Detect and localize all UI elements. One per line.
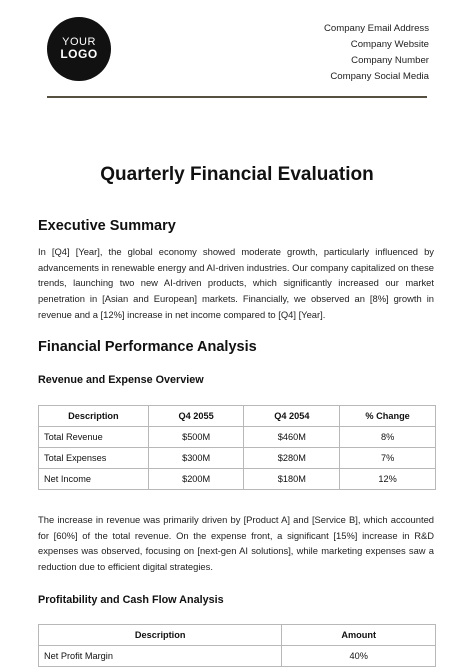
table-cell: 40% (281, 645, 436, 667)
table-row: Total Revenue $500M $460M 8% (38, 426, 436, 448)
company-logo: YOUR LOGO (47, 17, 111, 81)
table-cell: 12% (339, 468, 436, 490)
revenue-expense-table: Description Q4 2055 Q4 2054 % Change Tot… (38, 405, 436, 490)
table-cell: $300M (147, 447, 245, 469)
company-social-media: Company Social Media (330, 71, 429, 82)
company-info: Company Email Address Company Website Co… (324, 21, 429, 85)
table-cell: Total Expenses (38, 447, 149, 469)
column-header: % Change (339, 405, 436, 427)
table-cell: Net Profit Margin (37, 645, 283, 667)
table-row: Net Income $200M $180M 12% (38, 468, 436, 490)
column-header: Q4 2054 (243, 405, 341, 427)
table-row: Total Expenses $300M $280M 7% (38, 447, 436, 469)
executive-summary-text: In [Q4] [Year], the global economy showe… (38, 246, 434, 320)
company-website: Company Website (350, 39, 429, 50)
table-cell: 7% (339, 447, 436, 469)
column-header: Amount (281, 624, 436, 646)
profitability-table: Description Amount Net Profit Margin 40% (37, 624, 436, 667)
table-header-row: Description Q4 2055 Q4 2054 % Change (38, 405, 436, 427)
document-title: Quarterly Financial Evaluation (100, 164, 374, 185)
executive-summary-heading: Executive Summary (38, 218, 176, 234)
revenue-analysis-text: The increase in revenue was primarily dr… (38, 514, 434, 573)
table-cell: $460M (243, 426, 341, 448)
company-number: Company Number (351, 55, 429, 66)
table-cell: 8% (339, 426, 436, 448)
logo-line-2: LOGO (60, 47, 98, 62)
header-divider (47, 96, 427, 98)
table-header-row: Description Amount (37, 624, 436, 646)
financial-performance-heading: Financial Performance Analysis (38, 339, 257, 355)
column-header: Q4 2055 (147, 405, 245, 427)
table-cell: $180M (243, 468, 341, 490)
logo-line-1: YOUR (62, 35, 96, 48)
profitability-heading: Profitability and Cash Flow Analysis (38, 594, 224, 606)
table-cell: $280M (243, 447, 341, 469)
table-cell: $500M (147, 426, 245, 448)
table-cell: $200M (147, 468, 245, 490)
company-email: Company Email Address (323, 23, 429, 34)
revenue-expense-heading: Revenue and Expense Overview (38, 374, 204, 386)
column-header: Description (37, 624, 283, 646)
table-row: Net Profit Margin 40% (37, 645, 436, 667)
table-cell: Net Income (38, 468, 149, 490)
table-cell: Total Revenue (38, 426, 149, 448)
column-header: Description (38, 405, 149, 427)
